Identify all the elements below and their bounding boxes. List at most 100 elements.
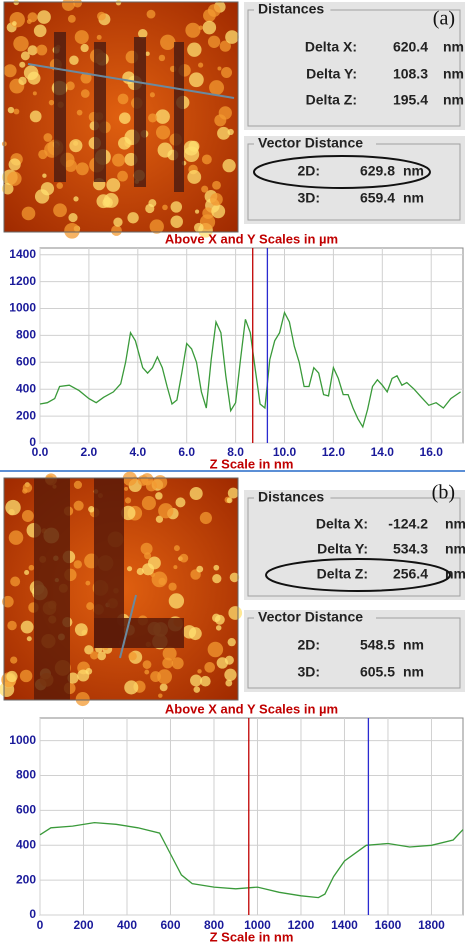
row-unit: nm <box>403 190 424 206</box>
afm-grain <box>10 577 20 587</box>
afm-grain <box>125 497 131 503</box>
row-value: 256.4 <box>393 566 428 582</box>
afm-grain <box>74 481 82 489</box>
afm-grain <box>228 638 236 646</box>
afm-grain <box>222 159 235 172</box>
y-tick-label: 200 <box>16 408 36 422</box>
afm-grain <box>27 636 32 641</box>
afm-grain <box>127 566 132 571</box>
afm-grain <box>20 670 32 682</box>
row-value: 108.3 <box>393 66 428 82</box>
afm-grain <box>42 174 46 178</box>
afm-grain <box>196 566 203 573</box>
afm-grain <box>168 583 176 591</box>
afm-grain <box>64 223 80 239</box>
x-tick-label: 600 <box>160 918 180 932</box>
afm-grain <box>13 36 28 51</box>
afm-grain <box>159 55 165 61</box>
row-value: 629.8 <box>360 163 395 179</box>
afm-grain <box>158 503 173 518</box>
afm-grain <box>128 652 136 660</box>
x-tick-label: 400 <box>117 918 137 932</box>
afm-grain <box>145 204 154 213</box>
afm-grain <box>10 656 17 663</box>
afm-stripe <box>134 37 146 187</box>
y-tick-label: 600 <box>16 354 36 368</box>
afm-grain <box>96 194 110 208</box>
afm-grain <box>41 182 54 195</box>
afm-grain <box>156 125 170 139</box>
afm-grain <box>66 81 75 90</box>
afm-grain <box>198 62 203 67</box>
afm-grain <box>208 642 224 658</box>
afm-grain <box>189 72 204 87</box>
afm-grain <box>9 530 24 545</box>
afm-grain <box>74 560 82 568</box>
row-label: 2D: <box>297 637 320 653</box>
afm-grain <box>34 24 47 37</box>
row-label: Delta X: <box>316 516 368 532</box>
afm-stripe <box>54 32 66 182</box>
panel-label: (b) <box>432 482 455 504</box>
afm-grain <box>7 171 21 185</box>
row-label: Delta Y: <box>306 66 357 82</box>
row-label: 2D: <box>297 163 320 179</box>
afm-grain <box>169 593 184 608</box>
afm-grain <box>208 4 221 17</box>
afm-grain <box>153 475 167 489</box>
afm-grain <box>174 545 180 551</box>
row-value: -124.2 <box>388 516 428 532</box>
afm-grain <box>219 106 232 119</box>
x-tick-label: 200 <box>73 918 93 932</box>
afm-grain <box>228 606 242 620</box>
afm-grain <box>152 572 168 588</box>
afm-grain <box>162 205 168 211</box>
afm-grain <box>68 213 77 222</box>
afm-grain <box>210 193 223 206</box>
y-tick-label: 400 <box>16 837 36 851</box>
afm-grain <box>65 160 77 172</box>
row-value: 534.3 <box>393 541 428 557</box>
afm-grain <box>170 215 183 228</box>
y-tick-label: 200 <box>16 872 36 886</box>
afm-grain <box>157 669 172 684</box>
row-label: Delta Y: <box>317 541 368 557</box>
afm-grain <box>148 556 161 569</box>
afm-grain <box>148 113 157 122</box>
afm-grain <box>183 625 197 639</box>
row-label: 3D: <box>297 190 320 206</box>
afm-grain <box>53 203 67 217</box>
row-value: 605.5 <box>360 664 395 680</box>
afm-grain <box>4 64 17 77</box>
chart-title: Above X and Y Scales in µm <box>165 701 338 716</box>
afm-grain <box>69 139 82 152</box>
afm-grain <box>12 21 17 26</box>
afm-grain <box>5 500 20 515</box>
afm-grain <box>187 43 201 57</box>
afm-grain <box>208 36 220 48</box>
x-tick-label: 1600 <box>375 918 402 932</box>
afm-grain <box>211 204 225 218</box>
afm-grain <box>175 497 185 507</box>
afm-grain <box>119 112 131 124</box>
x-tick-label: 1400 <box>331 918 358 932</box>
afm-grain <box>204 662 215 673</box>
afm-grain <box>228 488 239 499</box>
afm-grain <box>201 186 208 193</box>
afm-grain <box>189 141 200 152</box>
row-label: Delta Z: <box>317 566 368 582</box>
group-title: Vector Distance <box>258 135 363 151</box>
afm-grain <box>56 182 62 188</box>
row-unit: nm <box>403 637 424 653</box>
afm-grain <box>85 581 90 586</box>
afm-grain <box>97 652 106 661</box>
afm-grain <box>190 675 202 687</box>
afm-grain <box>33 91 37 95</box>
y-tick-label: 800 <box>16 768 36 782</box>
afm-grain <box>36 45 47 56</box>
afm-stripe <box>94 42 106 182</box>
afm-grain <box>106 178 120 192</box>
afm-grain <box>37 10 51 24</box>
afm-grain <box>212 181 221 190</box>
afm-grain <box>6 671 17 682</box>
